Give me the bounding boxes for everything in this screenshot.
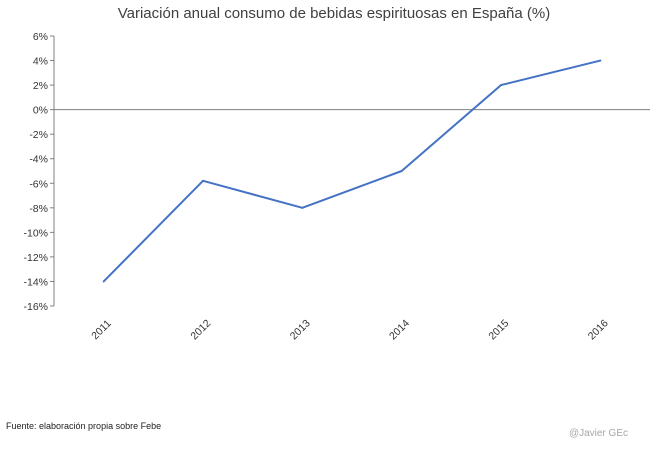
x-tick-label: 2016	[586, 317, 611, 342]
y-tick-label: -2%	[29, 129, 48, 141]
y-tick-label: 6%	[33, 31, 48, 43]
data-point	[500, 84, 502, 87]
y-tick-label: -4%	[29, 154, 48, 166]
y-tick-label: -6%	[29, 178, 48, 190]
y-tick-label: 2%	[33, 80, 48, 92]
data-point	[202, 179, 204, 182]
y-tick-label: -8%	[29, 203, 48, 215]
x-tick-label: 2013	[288, 317, 313, 342]
x-tick-label: 2011	[89, 318, 114, 343]
author-credit: @Javier GEc	[569, 428, 628, 439]
x-tick-label: 2015	[486, 317, 511, 342]
chart-title: Variación anual consumo de bebidas espir…	[118, 5, 550, 22]
y-axis: 6% 4% 2% 0% -2% -4% -6% -8% -10% -12% -14% -16%	[23, 31, 55, 313]
series-line	[102, 59, 601, 283]
data-point	[102, 280, 105, 283]
y-tick-label: 0%	[33, 105, 48, 117]
y-tick-label: -10%	[23, 227, 48, 239]
x-tick-label: 2014	[387, 317, 412, 342]
data-point	[301, 206, 304, 209]
x-axis: 2011 2012 2013 2014 2015 2016	[54, 109, 650, 343]
data-point	[599, 59, 602, 62]
y-tick-label: -14%	[23, 276, 48, 288]
y-tick-label: -12%	[23, 252, 48, 264]
series-layer	[102, 59, 602, 283]
y-tick-label: -16%	[23, 301, 48, 313]
y-tick-label: 4%	[33, 56, 48, 68]
x-tick-label: 2012	[188, 317, 213, 342]
data-point	[400, 170, 403, 172]
source-note: Fuente: elaboración propia sobre Febe	[6, 421, 161, 431]
